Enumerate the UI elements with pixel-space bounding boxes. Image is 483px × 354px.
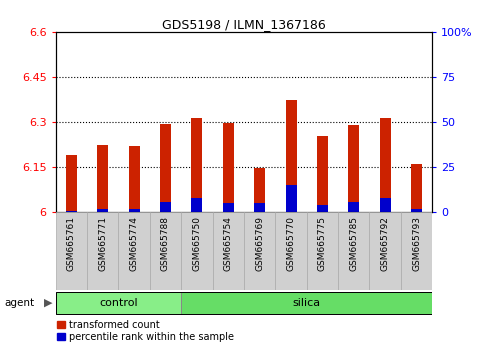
Bar (411, 164, 422, 212)
Text: GSM665774: GSM665774 (129, 216, 139, 271)
Text: ▶: ▶ (43, 298, 52, 308)
Bar (285, 99, 297, 212)
Title: GDS5198 / ILMN_1367186: GDS5198 / ILMN_1367186 (162, 18, 326, 31)
Text: GSM665750: GSM665750 (192, 216, 201, 271)
Bar (244, 212, 275, 290)
Bar (317, 136, 328, 212)
Bar (56, 292, 181, 314)
Bar (150, 212, 181, 290)
Bar (411, 209, 422, 212)
Bar (285, 185, 297, 212)
Text: GSM665754: GSM665754 (224, 216, 233, 271)
Bar (369, 212, 401, 290)
Bar (380, 198, 391, 212)
Text: GSM665775: GSM665775 (318, 216, 327, 271)
Bar (128, 209, 140, 212)
Bar (275, 212, 307, 290)
Bar (191, 198, 202, 212)
Bar (348, 125, 359, 212)
Bar (66, 211, 77, 212)
Bar (191, 118, 202, 212)
Bar (160, 124, 171, 212)
Text: GSM665788: GSM665788 (161, 216, 170, 271)
Text: GSM665761: GSM665761 (67, 216, 76, 271)
Bar (223, 123, 234, 212)
Bar (223, 203, 234, 212)
Bar (97, 145, 108, 212)
Text: GSM665769: GSM665769 (255, 216, 264, 271)
Bar (118, 212, 150, 290)
Bar (66, 155, 77, 212)
Text: control: control (99, 298, 138, 308)
Text: GSM665770: GSM665770 (286, 216, 296, 271)
Bar (128, 146, 140, 212)
Bar (254, 203, 265, 212)
Text: agent: agent (5, 298, 35, 308)
Bar (401, 212, 432, 290)
Bar (380, 118, 391, 212)
Bar (348, 201, 359, 212)
Bar (97, 209, 108, 212)
Bar (181, 292, 432, 314)
Text: GSM665771: GSM665771 (98, 216, 107, 271)
Bar (87, 212, 118, 290)
Text: GSM665793: GSM665793 (412, 216, 421, 271)
Bar (254, 168, 265, 212)
Bar (317, 205, 328, 212)
Bar (181, 212, 213, 290)
Bar (338, 212, 369, 290)
Legend: transformed count, percentile rank within the sample: transformed count, percentile rank withi… (53, 316, 238, 346)
Bar (160, 201, 171, 212)
Bar (307, 212, 338, 290)
Text: GSM665785: GSM665785 (349, 216, 358, 271)
Text: GSM665792: GSM665792 (381, 216, 390, 271)
Bar (56, 212, 87, 290)
Bar (213, 212, 244, 290)
Text: silica: silica (293, 298, 321, 308)
